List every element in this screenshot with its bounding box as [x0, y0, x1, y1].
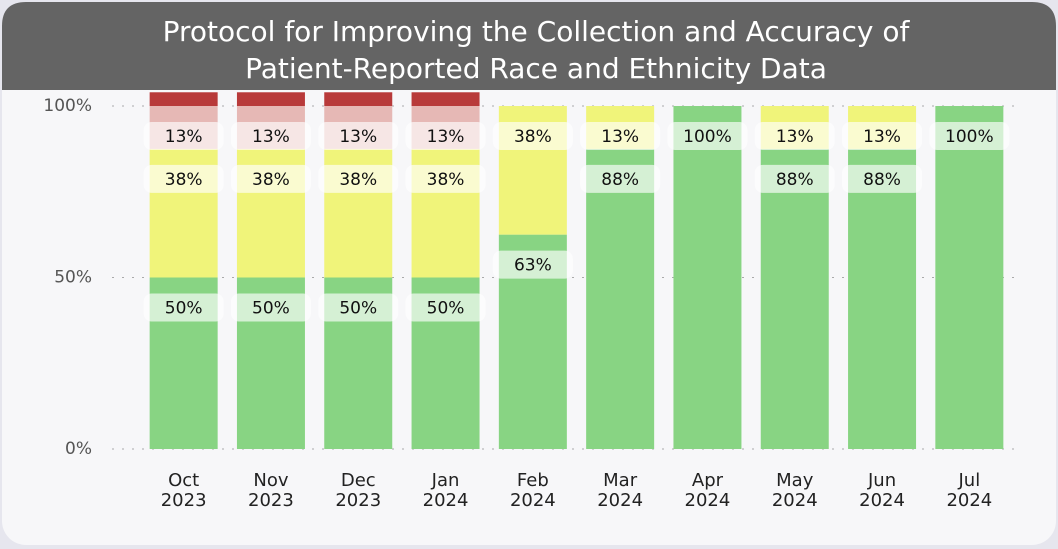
label-box — [405, 122, 486, 150]
y-tick-label: 0% — [65, 439, 92, 459]
label-box — [842, 122, 923, 150]
label-box — [492, 122, 573, 150]
x-tick-label: 2023 — [335, 490, 381, 511]
bar-segment — [149, 92, 218, 106]
label-box — [667, 122, 748, 150]
label-box — [842, 164, 923, 193]
x-tick-label: Jan — [431, 470, 460, 491]
chart-title: Protocol for Improving the Collection an… — [163, 15, 911, 48]
data-label: 13% — [339, 127, 377, 147]
data-label: 13% — [601, 127, 639, 147]
label-box — [230, 164, 311, 193]
x-tick-label: Oct — [168, 470, 199, 491]
data-label: 50% — [339, 299, 377, 319]
x-tick-label: Dec — [341, 470, 376, 491]
label-box — [405, 293, 486, 322]
label-box — [318, 293, 399, 322]
label-box — [143, 293, 224, 322]
x-tick-label: 2023 — [161, 490, 207, 511]
x-tick-label: 2024 — [597, 490, 643, 511]
label-box — [405, 164, 486, 193]
data-label: 38% — [339, 170, 377, 190]
x-tick-label: 2024 — [859, 490, 905, 511]
label-box — [230, 293, 311, 322]
bar-segment — [848, 148, 917, 449]
label-box — [754, 164, 835, 193]
data-label: 38% — [427, 170, 465, 190]
x-tick-label: Apr — [692, 470, 724, 491]
bar-segment — [411, 92, 480, 106]
label-box — [492, 250, 573, 279]
label-box — [318, 164, 399, 193]
bar-segment — [236, 92, 305, 106]
x-tick-label: Jul — [957, 470, 980, 491]
x-tick-label: 2024 — [510, 490, 556, 511]
data-label: 38% — [165, 170, 203, 190]
x-tick-label: 2024 — [423, 490, 469, 511]
bar-segment — [760, 148, 829, 449]
label-box — [580, 164, 661, 193]
data-label: 13% — [776, 127, 814, 147]
data-label: 50% — [165, 299, 203, 319]
x-tick-label: 2023 — [248, 490, 294, 511]
label-box — [754, 122, 835, 150]
x-tick-label: 2024 — [946, 490, 992, 511]
label-box — [230, 122, 311, 150]
bar-segment — [673, 106, 742, 449]
data-label: 13% — [252, 127, 290, 147]
data-label: 88% — [776, 170, 814, 190]
label-box — [929, 122, 1010, 150]
data-label: 100% — [683, 127, 732, 147]
label-box — [143, 122, 224, 150]
data-label: 13% — [863, 127, 901, 147]
data-label: 50% — [252, 299, 290, 319]
x-tick-label: Nov — [253, 470, 288, 491]
label-box — [143, 164, 224, 193]
header — [2, 2, 1056, 90]
data-label: 63% — [514, 256, 552, 276]
data-label: 50% — [427, 299, 465, 319]
x-tick-label: May — [776, 470, 814, 491]
x-tick-label: Jun — [867, 470, 896, 491]
data-label: 88% — [863, 170, 901, 190]
data-label: 88% — [601, 170, 639, 190]
chart-title: Patient-Reported Race and Ethnicity Data — [245, 52, 827, 85]
data-label: 100% — [945, 127, 994, 147]
x-tick-label: 2024 — [772, 490, 818, 511]
bar-segment — [935, 106, 1004, 449]
y-tick-label: 50% — [54, 268, 92, 288]
data-label: 13% — [427, 127, 465, 147]
data-label: 13% — [165, 127, 203, 147]
label-box — [318, 122, 399, 150]
bar-segment — [324, 92, 393, 106]
bar-segment — [586, 148, 655, 449]
x-tick-label: Mar — [603, 470, 638, 491]
x-tick-label: Feb — [517, 470, 549, 491]
data-label: 38% — [514, 127, 552, 147]
label-box — [580, 122, 661, 150]
y-tick-label: 100% — [43, 96, 92, 116]
x-tick-label: 2024 — [685, 490, 731, 511]
data-label: 38% — [252, 170, 290, 190]
